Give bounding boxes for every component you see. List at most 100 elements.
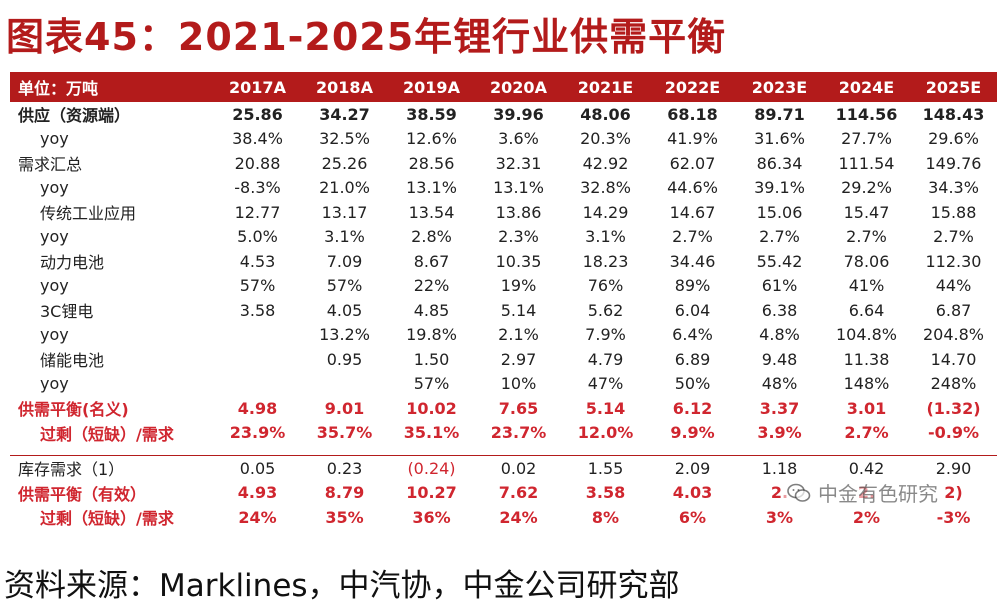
table-row: 需求汇总 20.88 25.26 28.56 32.31 42.92 62.07 86.34 1… <box>10 151 997 176</box>
table-cell: 15.06 <box>756 202 803 222</box>
table-row: 动力电池 4.53 7.09 8.67 10.35 18.23 34.46 55.42 78.0… <box>10 249 997 274</box>
table-cell: 29.6% <box>928 129 979 149</box>
table-cell: 8.79 <box>324 483 365 503</box>
table-cell: 148% <box>843 374 890 394</box>
table-cell: (1.32) <box>926 398 981 418</box>
table-cell: 18.23 <box>582 251 629 271</box>
table-cell: 5.14 <box>585 398 626 418</box>
table-cell: 9.48 <box>761 349 798 369</box>
table-cell: 32.31 <box>495 153 542 173</box>
row-label: yoy <box>40 325 69 345</box>
table-cell <box>214 372 301 397</box>
table-cell: 14.29 <box>582 202 629 222</box>
table-cell: 4.03 <box>672 483 713 503</box>
header-year: 2021E <box>577 77 634 97</box>
table-cell: 62.07 <box>669 153 716 173</box>
table-cell: 4.8% <box>759 325 800 345</box>
table-cell: 7.9% <box>585 325 626 345</box>
row-label: yoy <box>40 129 69 149</box>
table-cell: 10.35 <box>495 251 542 271</box>
table-cell: 6.04 <box>674 300 711 320</box>
table-cell: 41.9% <box>667 129 718 149</box>
table-cell: 2% <box>852 507 881 527</box>
table-cell: 4.85 <box>413 300 450 320</box>
header-year: 2020A <box>490 77 547 97</box>
table-cell: 48% <box>761 374 798 394</box>
table-cell: 4.53 <box>239 251 276 271</box>
table-cell: 35% <box>325 507 364 527</box>
table-cell: 248% <box>930 374 977 394</box>
table-cell: 35.7% <box>316 423 373 443</box>
row-label: 需求汇总 <box>18 155 83 175</box>
table-cell: -8.3% <box>234 178 281 198</box>
table-cell: 9.9% <box>670 423 715 443</box>
row-label: 供应（资源端） <box>18 106 131 126</box>
table-cell: 148.43 <box>922 104 985 124</box>
table-cell: 1.50 <box>413 349 450 369</box>
table-row: yoy 38.4% 32.5% 12.6% 3.6% 20.3% 41.9% 31.6% 27.… <box>10 127 997 152</box>
table-cell: 86.34 <box>756 153 803 173</box>
table-cell: 39.1% <box>754 178 805 198</box>
table-cell: 2.7% <box>844 423 889 443</box>
table-cell: 2.7% <box>672 227 713 247</box>
table-cell <box>214 445 301 456</box>
table-row: 3C锂电 3.58 4.05 4.85 5.14 5.62 6.04 6.38 6.64 6.87 <box>10 298 997 323</box>
table-cell: 20.88 <box>234 153 281 173</box>
table-cell <box>214 347 301 372</box>
row-label: 储能电池 <box>40 351 105 371</box>
table-cell: 3.6% <box>498 129 539 149</box>
row-label: yoy <box>40 374 69 394</box>
table-cell: 13.54 <box>408 202 455 222</box>
table-cell: 3.01 <box>846 398 887 418</box>
table-cell: (0.24) <box>388 455 475 481</box>
table-cell: 2.7% <box>759 227 800 247</box>
table-cell: 89.71 <box>754 104 805 124</box>
row-label: 过剩（短缺）/需求 <box>40 509 174 529</box>
table-cell: 38.59 <box>406 104 457 124</box>
table-cell: 104.8% <box>835 325 897 345</box>
table-cell: 3.9% <box>757 423 802 443</box>
table-cell: 29.2% <box>841 178 892 198</box>
table-cell: 15.88 <box>930 202 977 222</box>
table-cell: 8% <box>591 507 620 527</box>
table-cell: 13.1% <box>493 178 544 198</box>
table-cell: 34.46 <box>669 251 716 271</box>
table-cell <box>910 445 997 456</box>
table-cell: 4.79 <box>587 349 624 369</box>
unit-label: 单位：万吨 <box>18 79 99 98</box>
table-cell: 7.09 <box>326 251 363 271</box>
row-label: yoy <box>40 227 69 247</box>
table-cell: 57% <box>413 374 450 394</box>
table-cell: 1.55 <box>562 455 649 481</box>
source-note: 资料来源：Marklines，中汽协，中金公司研究部 <box>4 568 680 604</box>
table-cell: 78.06 <box>843 251 890 271</box>
table-cell: 204.8% <box>922 325 984 345</box>
row-label: 库存需求（1） <box>10 455 214 481</box>
table-cell: -0.9% <box>927 423 979 443</box>
table-cell: 6.4% <box>672 325 713 345</box>
table-cell: 23.9% <box>229 423 286 443</box>
table-cell: 47% <box>587 374 624 394</box>
header-row: 单位：万吨 2017A 2018A 2019A 2020A 2021E 2022E 2023… <box>10 72 997 102</box>
row-label: yoy <box>40 178 69 198</box>
table-cell: 25.86 <box>232 104 283 124</box>
table-cell: 112.30 <box>925 251 982 271</box>
row-label: 3C锂电 <box>40 302 94 322</box>
table-row: yoy 57% 57% 22% 19% 76% 89% 61% 41% 44% <box>10 274 997 299</box>
table-cell: 13.17 <box>321 202 368 222</box>
table-cell: 2.97 <box>500 349 537 369</box>
table-cell: 12.0% <box>577 423 634 443</box>
table-cell: 10.27 <box>406 483 457 503</box>
table-cell: 32.5% <box>319 129 370 149</box>
table-cell: 2.1% <box>498 325 539 345</box>
supply-demand-table: 单位：万吨 2017A 2018A 2019A 2020A 2021E 2022E 2023… <box>10 72 997 530</box>
table-cell: 13.2% <box>319 325 370 345</box>
table-cell: 57% <box>326 276 363 296</box>
header-year: 2018A <box>316 77 373 97</box>
table-cell: 6.87 <box>935 300 972 320</box>
table-cell: 23.7% <box>490 423 547 443</box>
table-cell: 8.67 <box>413 251 450 271</box>
table-cell: 4.93 <box>237 483 278 503</box>
table-cell <box>475 445 562 456</box>
table-cell: 57% <box>239 276 276 296</box>
